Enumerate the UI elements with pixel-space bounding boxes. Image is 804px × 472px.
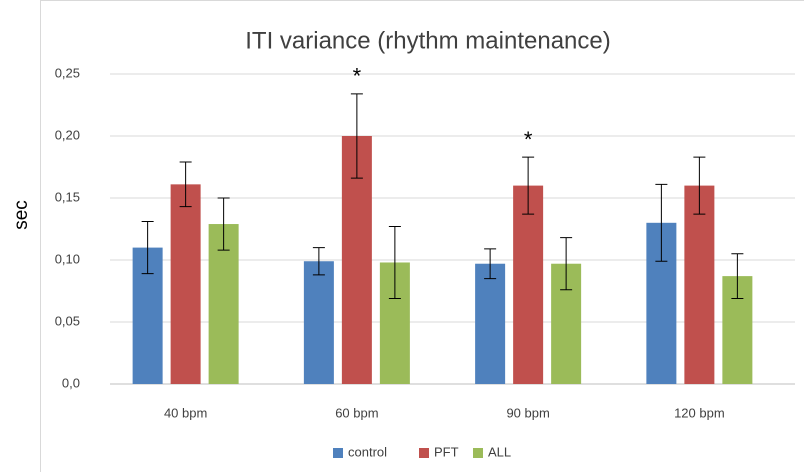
x-tick-label: 40 bpm <box>164 405 207 420</box>
error-bar <box>350 93 363 179</box>
error-bar <box>141 221 154 275</box>
error-bar <box>484 248 497 280</box>
y-tick-label: 0,15 <box>55 189 80 204</box>
chart-title: ITI variance (rhythm maintenance) <box>245 27 610 54</box>
legend-label: PFT <box>434 444 459 459</box>
annotation: * <box>524 127 533 152</box>
y-tick-label: 0,10 <box>55 251 80 266</box>
bar <box>208 224 239 384</box>
bar <box>513 185 544 384</box>
y-tick-label: 0,05 <box>55 313 80 328</box>
error-bar <box>655 183 668 262</box>
annotation: * <box>353 64 362 89</box>
legend-label: control <box>348 444 387 459</box>
y-tick-label: 0,25 <box>55 65 80 80</box>
legend-swatch <box>419 448 429 458</box>
error-bar <box>312 247 325 276</box>
x-tick-label: 90 bpm <box>506 405 549 420</box>
y-tick-label: 0,0 <box>62 375 80 390</box>
bar <box>303 261 334 384</box>
error-bar <box>179 161 192 208</box>
y-axis-label: sec <box>11 200 32 230</box>
legend-swatch <box>333 448 343 458</box>
error-bar <box>388 226 401 299</box>
bar <box>170 184 201 384</box>
y-tick-label: 0,20 <box>55 127 80 142</box>
x-tick-label: 60 bpm <box>335 405 378 420</box>
legend-label: ALL <box>488 444 511 459</box>
error-bar <box>522 156 535 215</box>
error-bar <box>693 156 706 215</box>
chart-frame <box>40 0 804 472</box>
bar <box>684 185 715 384</box>
x-tick-label: 120 bpm <box>674 405 725 420</box>
error-bar <box>731 253 744 299</box>
legend-swatch <box>473 448 483 458</box>
bar <box>475 263 506 384</box>
error-bar <box>560 237 573 291</box>
error-bar <box>217 197 230 251</box>
